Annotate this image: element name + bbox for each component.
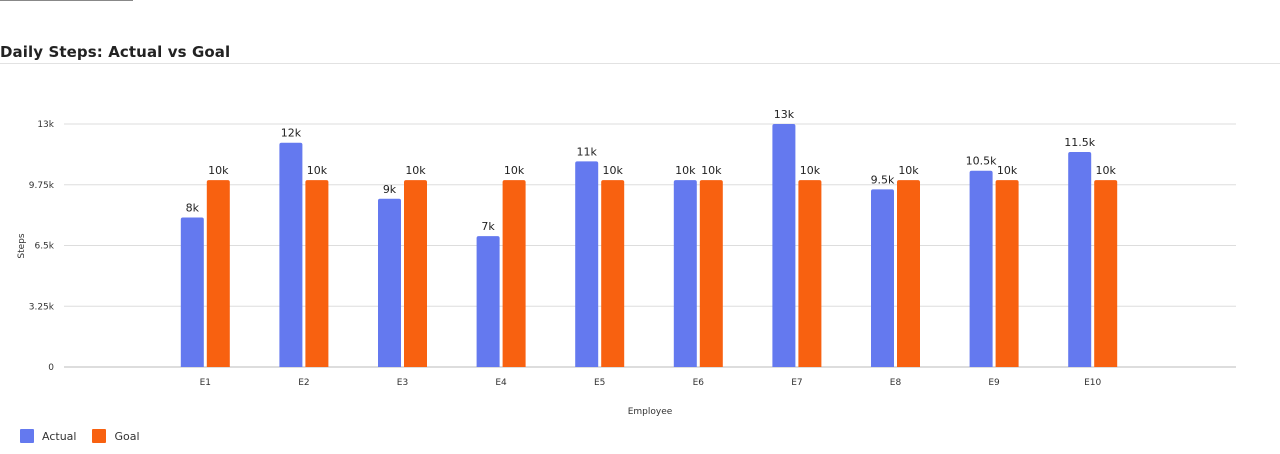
data-label: 10k xyxy=(898,164,919,177)
bars xyxy=(180,124,1118,367)
bar-actual-e3[interactable] xyxy=(378,198,401,367)
data-label: 11k xyxy=(577,145,598,158)
data-label: 7k xyxy=(481,220,495,233)
y-tick-label: 13k xyxy=(37,120,54,130)
data-label: 9.5k xyxy=(871,173,895,186)
chart-title: Daily Steps: Actual vs Goal xyxy=(0,43,231,61)
x-tick-label: E6 xyxy=(693,378,705,388)
bar-actual-e5[interactable] xyxy=(575,161,599,367)
legend-label-goal: Goal xyxy=(114,429,140,443)
x-axis-title: Employee xyxy=(628,407,673,417)
data-label: 10k xyxy=(504,164,525,177)
legend-item-actual[interactable]: Actual xyxy=(20,429,76,443)
x-tick-label: E4 xyxy=(495,378,507,388)
y-tick-label: 9.75k xyxy=(29,181,55,191)
y-tick-label: 6.5k xyxy=(34,242,54,252)
data-label: 10k xyxy=(405,164,426,177)
data-label: 11.5k xyxy=(1064,136,1095,149)
y-tick-label: 3.25k xyxy=(29,302,55,312)
bar-actual-e9[interactable] xyxy=(969,170,993,367)
data-label: 9k xyxy=(383,183,397,196)
bar-actual-e4[interactable] xyxy=(476,236,500,367)
data-label: 12k xyxy=(281,127,302,140)
data-label: 10k xyxy=(208,164,229,177)
bar-goal-e8[interactable] xyxy=(897,180,920,367)
x-axis-ticks: E1 E2 E3 E4 E5 E6 E7 E8 E9 E10 xyxy=(200,378,1102,388)
title-divider xyxy=(0,63,1280,64)
bar-actual-e10[interactable] xyxy=(1068,152,1092,367)
x-tick-label: E5 xyxy=(594,378,605,388)
data-label: 8k xyxy=(186,201,200,214)
data-label: 10k xyxy=(800,164,821,177)
x-tick-label: E8 xyxy=(890,378,902,388)
data-label: 10.5k xyxy=(966,155,997,168)
bar-goal-e9[interactable] xyxy=(995,180,1019,367)
x-tick-label: E2 xyxy=(298,378,309,388)
bar-actual-e2[interactable] xyxy=(279,142,303,367)
y-axis-ticks: 0 3.25k 6.5k 9.75k 13k xyxy=(29,120,55,373)
bar-goal-e1[interactable] xyxy=(206,180,230,367)
y-axis-title: Steps xyxy=(17,233,27,258)
data-label: 10k xyxy=(1096,164,1117,177)
legend-label-actual: Actual xyxy=(42,429,77,443)
data-label: 13k xyxy=(774,108,795,121)
bar-goal-e5[interactable] xyxy=(601,180,625,367)
y-tick-label: 0 xyxy=(48,363,54,373)
data-label: 10k xyxy=(603,164,624,177)
data-label: 10k xyxy=(997,164,1018,177)
grid-lines xyxy=(64,123,1236,368)
bar-goal-e7[interactable] xyxy=(798,180,822,367)
bar-goal-e2[interactable] xyxy=(305,180,329,367)
data-label: 10k xyxy=(701,164,722,177)
data-label: 10k xyxy=(307,164,328,177)
bar-actual-e8[interactable] xyxy=(871,189,894,367)
bar-goal-e10[interactable] xyxy=(1094,180,1118,367)
bar-goal-e3[interactable] xyxy=(404,180,427,367)
legend: Actual Goal xyxy=(20,429,156,443)
x-tick-label: E1 xyxy=(200,378,211,388)
bar-actual-e6[interactable] xyxy=(673,180,697,367)
legend-item-goal[interactable]: Goal xyxy=(92,429,140,443)
x-tick-label: E10 xyxy=(1084,378,1101,388)
bar-actual-e1[interactable] xyxy=(180,217,204,367)
x-tick-label: E9 xyxy=(988,378,1000,388)
bar-goal-e6[interactable] xyxy=(699,180,723,367)
bar-goal-e4[interactable] xyxy=(502,180,526,367)
top-divider xyxy=(0,0,133,1)
data-label: 10k xyxy=(675,164,696,177)
legend-swatch-goal xyxy=(92,429,107,443)
bar-actual-e7[interactable] xyxy=(772,124,796,367)
x-tick-label: E3 xyxy=(397,378,408,388)
legend-swatch-actual xyxy=(20,429,34,443)
x-tick-label: E7 xyxy=(791,378,802,388)
